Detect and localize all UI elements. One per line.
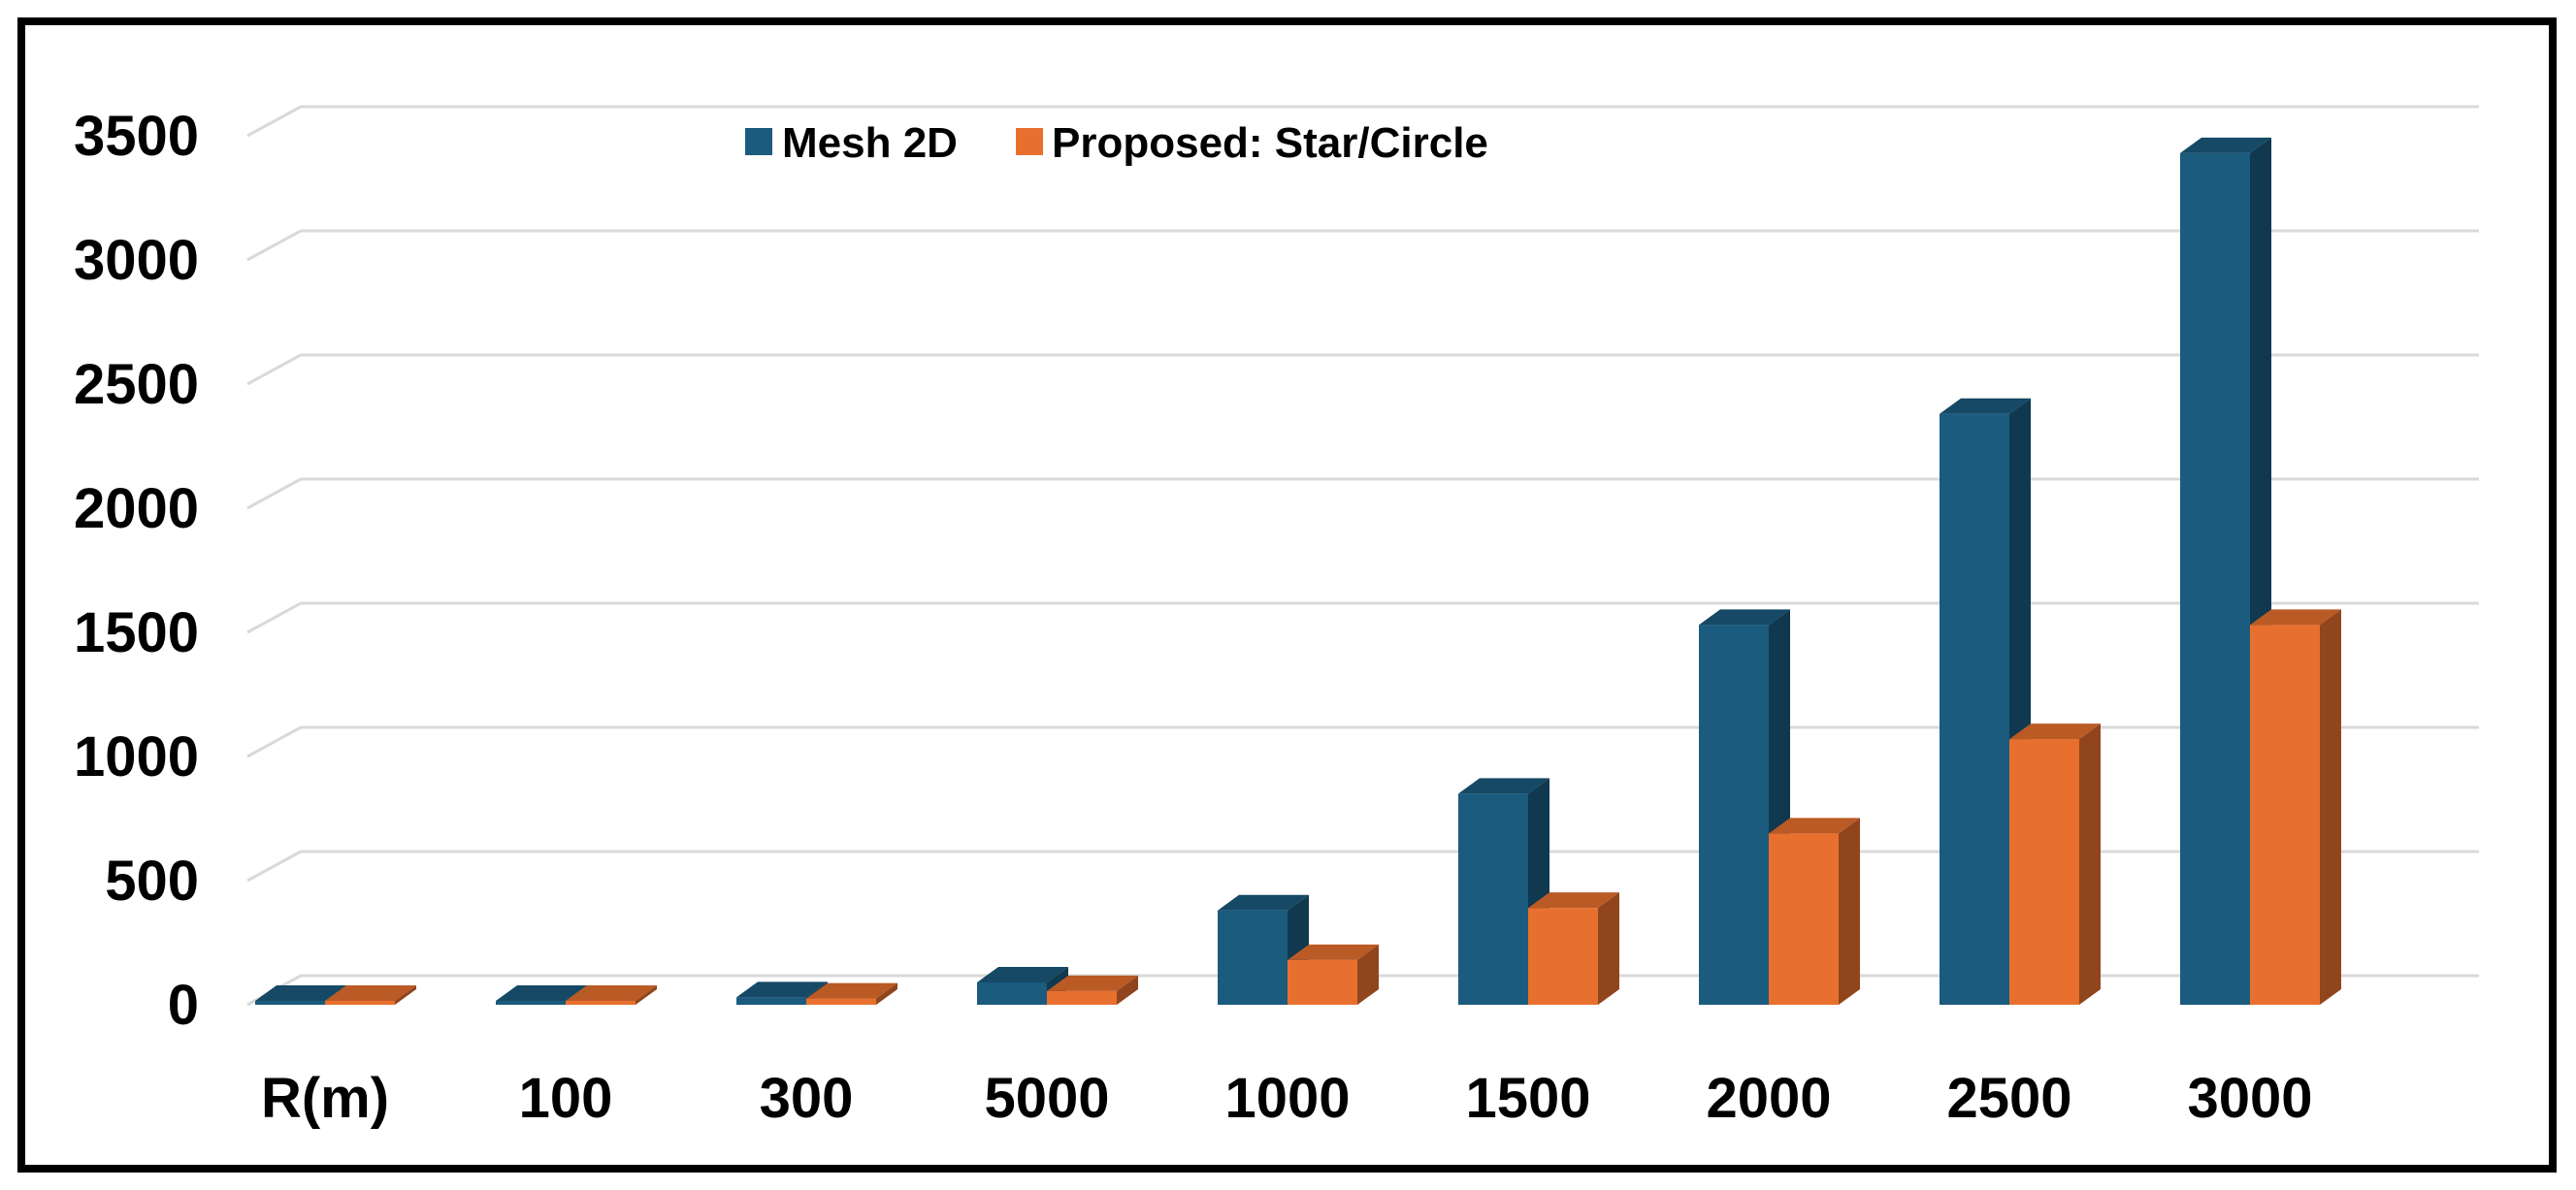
bar bbox=[1218, 910, 1288, 1005]
bar-side bbox=[395, 985, 416, 1005]
bar-top bbox=[806, 982, 897, 999]
bar-group bbox=[2180, 137, 2341, 1006]
bar-top bbox=[1940, 398, 2031, 414]
bar bbox=[496, 1001, 566, 1005]
bar bbox=[1047, 990, 1117, 1005]
bar-side bbox=[1839, 818, 1860, 1005]
gridlines bbox=[246, 105, 2479, 1007]
bar-top bbox=[1769, 818, 1860, 834]
gridline-side bbox=[246, 477, 302, 510]
bar bbox=[1458, 793, 1528, 1005]
x-tick-label: 2000 bbox=[1706, 1067, 1831, 1130]
bar-top bbox=[1218, 894, 1309, 911]
bar bbox=[806, 998, 876, 1005]
y-tick-label: 2000 bbox=[74, 477, 199, 540]
bar-top bbox=[1528, 892, 1619, 909]
bar-side bbox=[1357, 944, 1379, 1005]
legend: Mesh 2D Proposed: Star/Circle bbox=[745, 119, 1488, 167]
y-tick-label: 500 bbox=[105, 850, 199, 913]
bar-group bbox=[1218, 894, 1379, 1005]
bar-side bbox=[2320, 609, 2341, 1005]
bar-top bbox=[496, 985, 587, 1001]
y-tick-label: 1500 bbox=[74, 601, 199, 664]
bar-top bbox=[2180, 137, 2271, 153]
bar bbox=[1940, 413, 2009, 1006]
y-tick-label: 1000 bbox=[74, 725, 199, 788]
bar bbox=[1699, 625, 1769, 1005]
bar-top bbox=[1288, 944, 1379, 960]
x-axis: R(m) 100 300 5000 1000 1500 2000 2500 3000 bbox=[261, 1067, 2313, 1130]
bar-side bbox=[1117, 975, 1138, 1005]
bar-top bbox=[2009, 724, 2101, 740]
bar-top bbox=[736, 981, 828, 998]
y-tick-label: 3500 bbox=[74, 105, 199, 168]
x-tick-label: R(m) bbox=[261, 1067, 389, 1130]
bar-group bbox=[1940, 398, 2101, 1006]
bar-top bbox=[1047, 975, 1138, 991]
legend-swatch-proposed bbox=[1016, 128, 1043, 155]
bar-side bbox=[1598, 892, 1619, 1005]
bar-group bbox=[736, 981, 897, 1005]
bars bbox=[255, 137, 2341, 1006]
x-tick-label: 5000 bbox=[984, 1067, 1109, 1130]
x-tick-label: 3000 bbox=[2187, 1067, 2312, 1130]
bar-top bbox=[1458, 778, 1549, 794]
bar-group bbox=[977, 966, 1138, 1005]
bar bbox=[255, 1001, 325, 1005]
bar-group bbox=[255, 985, 416, 1005]
bar-side bbox=[636, 985, 657, 1005]
bar bbox=[1528, 908, 1598, 1005]
bar-top bbox=[325, 985, 416, 1001]
bar bbox=[977, 981, 1047, 1005]
bar-top bbox=[1699, 609, 1790, 626]
x-tick-label: 300 bbox=[760, 1067, 854, 1130]
bar-side bbox=[876, 982, 897, 1005]
bar-side bbox=[2079, 724, 2101, 1005]
x-tick-label: 100 bbox=[519, 1067, 613, 1130]
bar-top bbox=[2250, 609, 2341, 626]
legend-label-proposed: Proposed: Star/Circle bbox=[1052, 119, 1488, 167]
bar bbox=[736, 997, 806, 1005]
y-tick-label: 0 bbox=[168, 974, 199, 1037]
bar-group bbox=[496, 985, 657, 1005]
bar-group bbox=[1699, 609, 1860, 1005]
gridline-side bbox=[246, 601, 302, 634]
bar bbox=[2180, 152, 2250, 1006]
y-axis: 0 500 1000 1500 2000 2500 3000 3500 bbox=[74, 105, 199, 1037]
bar-top bbox=[977, 966, 1068, 982]
bar bbox=[325, 1001, 395, 1005]
x-tick-label: 2500 bbox=[1946, 1067, 2071, 1130]
x-tick-label: 1000 bbox=[1224, 1067, 1350, 1130]
gridline-side bbox=[246, 850, 302, 883]
bar bbox=[1288, 959, 1357, 1005]
gridline-side bbox=[246, 725, 302, 758]
legend-label-mesh: Mesh 2D bbox=[782, 119, 958, 167]
y-tick-label: 2500 bbox=[74, 353, 199, 416]
gridline-side bbox=[246, 105, 302, 138]
y-tick-label: 3000 bbox=[74, 229, 199, 292]
bar-top bbox=[566, 985, 657, 1001]
bar bbox=[2009, 739, 2079, 1005]
bar bbox=[566, 1001, 636, 1005]
legend-swatch-mesh bbox=[745, 128, 772, 155]
bar bbox=[2250, 625, 2320, 1005]
bar-group bbox=[1458, 778, 1619, 1005]
gridline-side bbox=[246, 353, 302, 386]
bar bbox=[1769, 833, 1839, 1005]
bar-top bbox=[255, 985, 346, 1001]
x-tick-label: 1500 bbox=[1465, 1067, 1590, 1130]
gridline-side bbox=[246, 229, 302, 262]
